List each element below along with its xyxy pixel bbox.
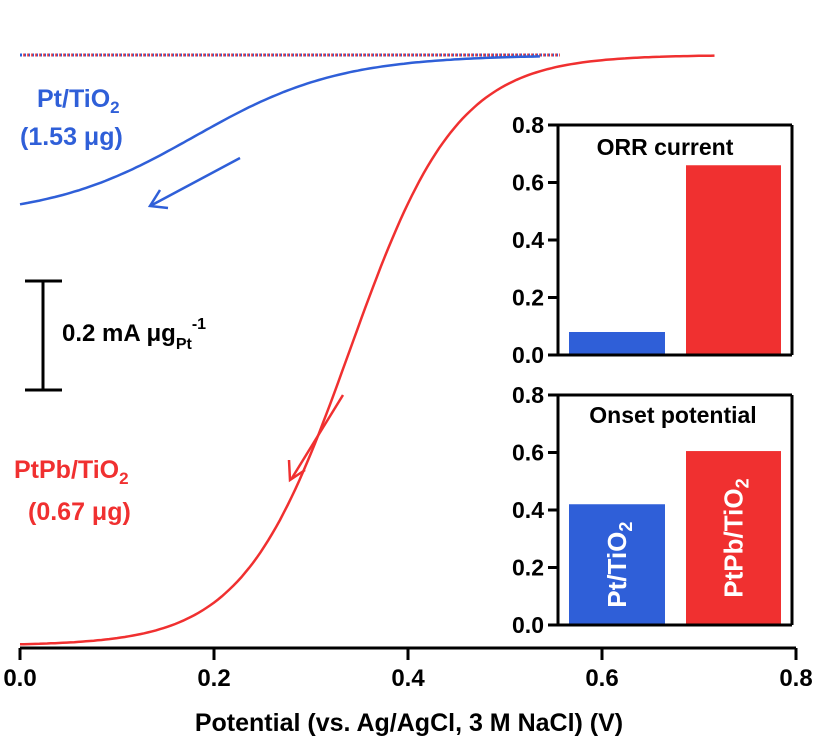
inset-orr-bars — [569, 165, 781, 354]
bar-label: PtPb/TiO2 — [719, 478, 753, 597]
y-tick-label: 0.2 — [512, 555, 544, 581]
ptpb-tio2-sweep-arrow — [287, 394, 345, 483]
y-tick-label: 0.4 — [512, 497, 544, 523]
x-axis-label: Potential (vs. Ag/AgCl, 3 M NaCl) (V) — [195, 709, 623, 737]
inset-orr-y-ticks: 0.0 0.2 0.4 0.6 0.8 — [512, 112, 558, 368]
y-tick-label: 0.0 — [512, 612, 544, 638]
y-tick-label: 0.0 — [512, 342, 544, 368]
x-tick-labels: 0.0 0.2 0.4 0.6 0.8 — [3, 665, 812, 692]
pt-tio2-mass-label: (1.53 μg) — [20, 123, 123, 151]
inset-onset-bars: Pt/TiO2 PtPb/TiO2 — [569, 451, 781, 624]
inset-onset-title: Onset potential — [589, 402, 756, 428]
y-tick-label: 0.8 — [512, 112, 544, 138]
scale-bar-label: 0.2 mA μgPt-1 — [62, 316, 206, 353]
bar-pt-tio2 — [569, 504, 665, 624]
ptpb-tio2-curve — [19, 54, 715, 646]
ptpb-tio2-mass-label: (0.67 μg) — [28, 498, 131, 526]
y-tick-label: 0.4 — [512, 227, 544, 253]
bar-pt-tio2 — [569, 332, 665, 354]
pt-tio2-curve — [19, 55, 540, 206]
x-tick-label: 0.8 — [779, 665, 812, 692]
bar-label: Pt/TiO2 — [602, 522, 636, 608]
y-tick-label: 0.2 — [512, 285, 544, 311]
inset-onset-potential: Onset potential 0.00.20.40.60.8 Pt/TiO2 P… — [512, 382, 794, 638]
pt-tio2-label: Pt/TiO2 — [37, 85, 120, 117]
x-tick-label: 0.4 — [391, 665, 425, 692]
x-ticks — [18, 648, 798, 660]
x-tick-label: 0.6 — [585, 665, 618, 692]
x-tick-label: 0.2 — [197, 665, 230, 692]
inset-orr-title: ORR current — [597, 134, 734, 160]
inset-onset-y-ticks: 0.0 0.2 0.4 0.6 0.8 — [512, 382, 558, 638]
main-plot: 0.0 0.2 0.4 0.6 0.8 Potential (vs. Ag/AgCl, … — [3, 53, 813, 737]
ptpb-tio2-label: PtPb/TiO2 — [14, 456, 129, 488]
x-tick-label: 0.0 — [3, 665, 36, 692]
y-tick-label: 0.8 — [512, 382, 544, 408]
bar-ptpb-tio2 — [686, 165, 781, 354]
pt-tio2-sweep-arrow — [147, 156, 241, 210]
y-tick-label: 0.6 — [512, 170, 544, 196]
inset-orr-current: ORR current 0.0 0.2 0.4 0.6 0.8 — [512, 112, 794, 368]
bar-ptpb-tio2 — [686, 451, 781, 624]
y-tick-label: 0.6 — [512, 440, 544, 466]
scale-bar — [25, 279, 62, 392]
